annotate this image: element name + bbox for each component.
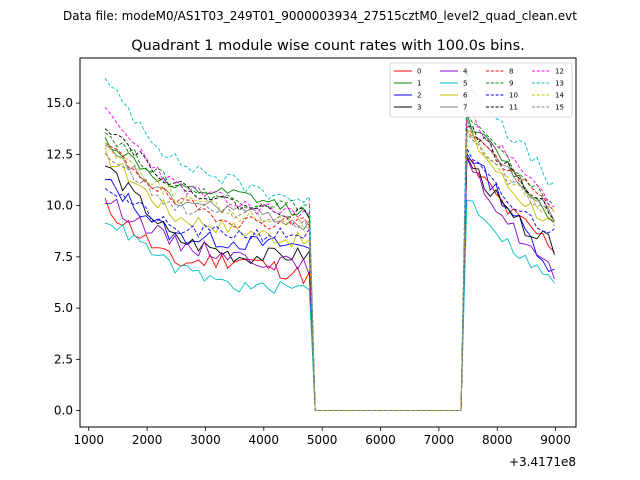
series-line-7 [104,118,555,412]
y-tick-label: 0.0 [54,404,73,418]
legend-label-8: 8 [509,68,513,76]
legend-label-5: 5 [463,80,467,88]
y-tick-label: 2.5 [54,352,73,366]
legend-label-13: 13 [555,80,564,88]
series-line-8 [104,130,555,412]
series-line-1 [104,113,555,412]
series-line-12 [104,106,555,412]
legend-label-6: 6 [463,92,468,100]
x-tick-label: 8000 [482,433,513,447]
legend-label-1: 1 [417,80,421,88]
plot-area-frame [79,57,577,428]
series-line-14 [104,130,555,412]
series-line-11 [104,125,555,412]
legend-label-11: 11 [509,104,518,112]
series-line-10 [104,146,555,412]
figure-suptitle: Data file: modeM0/AS1T03_249T01_90000039… [63,9,577,23]
x-offset-label: +3.4171e8 [509,455,576,469]
legend-label-15: 15 [555,104,564,112]
x-tick-label: 9000 [540,433,571,447]
y-tick-label: 10.0 [46,199,73,213]
series-line-4 [105,157,555,412]
x-tick-label: 3000 [190,433,221,447]
y-tick-label: 12.5 [46,147,73,161]
chart-title: Quadrant 1 module wise count rates with … [131,38,525,54]
y-tick-label: 7.5 [54,250,73,264]
series-line-5 [104,199,555,412]
legend-label-9: 9 [509,80,513,88]
series-line-9 [104,113,555,412]
series-line-6 [104,129,555,412]
x-tick-label: 7000 [424,433,455,447]
legend-label-0: 0 [417,68,421,76]
x-tick-label: 1000 [73,433,104,447]
legend-label-14: 14 [555,92,564,100]
y-axis: 0.0 2.5 5.0 7.5 10.0 12.5 15.0 [46,96,80,418]
x-tick-label: 6000 [365,433,396,447]
y-tick-label: 5.0 [54,301,73,315]
legend-label-10: 10 [509,92,518,100]
legend-label-3: 3 [417,104,421,112]
series-line-15 [104,132,555,412]
series-line-3 [104,156,555,412]
x-tick-label: 4000 [249,433,280,447]
series-layer [104,72,555,412]
series-line-2 [105,152,555,412]
legend-label-2: 2 [417,92,421,100]
series-line-13 [104,72,555,412]
x-axis: 1000 2000 3000 4000 5000 6000 7000 8000 9000 [73,427,571,447]
x-tick-label: 2000 [132,433,163,447]
legend-label-12: 12 [555,68,564,76]
legend-frame [389,62,573,118]
y-tick-label: 15.0 [46,96,73,110]
series-line-0 [104,157,555,412]
x-tick-label: 5000 [307,433,338,447]
legend-label-4: 4 [463,68,468,76]
legend-label-7: 7 [463,104,467,112]
